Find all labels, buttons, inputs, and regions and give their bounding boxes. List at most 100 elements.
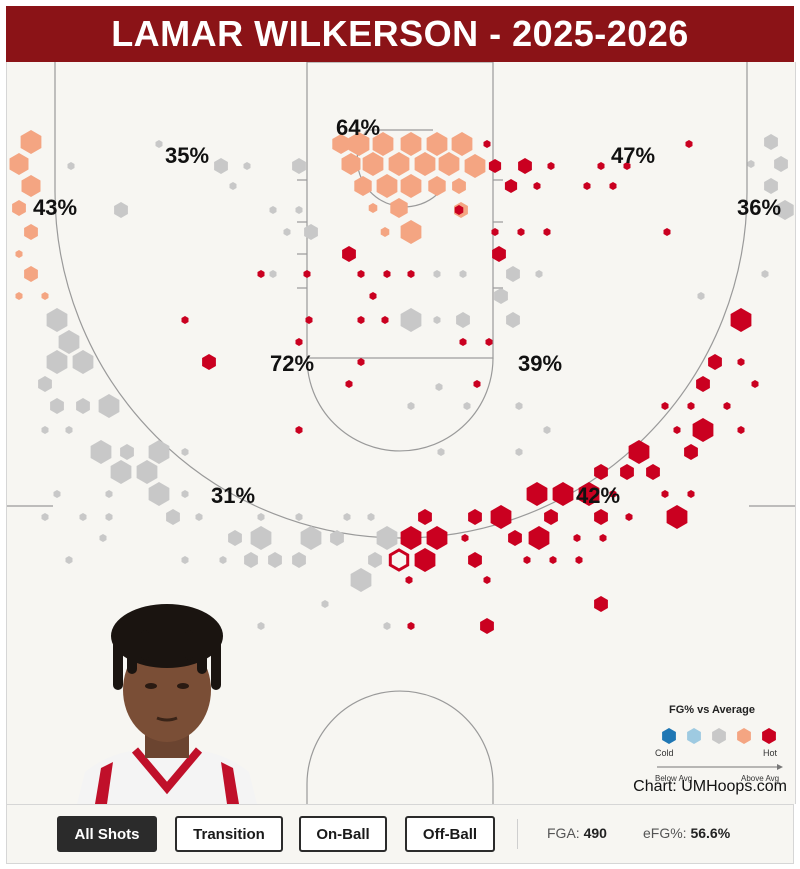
hex-avg [506,312,520,328]
hex-hot [661,402,669,410]
hex-warm [400,132,422,156]
filter-all-shots-button[interactable]: All Shots [57,816,157,852]
hex-warm [24,224,38,240]
hex-hot [547,162,555,170]
hex-hot [295,338,303,346]
hex-avg [50,398,64,414]
hex-hot [480,618,494,634]
hex-warm [341,153,361,175]
hex-hot [383,270,391,278]
hex-avg [433,316,441,324]
hex-hot [418,509,432,525]
hex-warm [332,134,350,154]
hex-avg [181,490,189,498]
hex-hot [414,548,436,572]
hex-hot [454,205,464,215]
hex-hot [620,464,634,480]
hex-hot [468,552,482,568]
hex-hot [459,338,467,346]
hex-hot [426,526,448,550]
hex-avg [155,140,163,148]
hex-hot [407,622,415,630]
hex-avg [463,402,471,410]
filter-on-ball-button[interactable]: On-Ball [299,816,387,852]
hex-hot [369,292,377,300]
hex-warm [380,227,390,237]
legend: FG% vs Average Cold Hot Below Avg Above … [637,704,787,794]
hex-hot [357,270,365,278]
hex-hot [646,464,660,480]
hex-avg [435,383,443,391]
zone-label-rim: 64% [336,115,380,140]
hex-avg [368,552,382,568]
hex-hot [490,505,512,529]
hex-highlight [388,548,410,572]
zone-labels: 43% 35% 64% 47% 36% 72% 39% 31% 42% [33,115,781,508]
hex-warm [368,203,378,213]
hex-hot [687,490,695,498]
shot-chart: 43% 35% 64% 47% 36% 72% 39% 31% 42% [6,62,796,804]
hex-avg [67,162,75,170]
filter-off-ball-button[interactable]: Off-Ball [405,816,495,852]
hex-avg [41,513,49,521]
zone-label-left-paint: 72% [270,351,314,376]
hex-hot [508,530,522,546]
hex-hot [687,402,695,410]
hex-avg [459,270,467,278]
legend-hot-label: Hot [763,748,778,758]
hex-hot [485,338,493,346]
hex-avg [65,426,73,434]
legend-swatch-warm [737,728,751,744]
hex-avg [515,448,523,456]
zone-label-left-wing-mid: 35% [165,143,209,168]
hex-avg [46,308,68,332]
hex-avg [292,158,306,174]
fga-label: FGA: [547,825,580,841]
hex-avg [400,308,422,332]
hex-hot [628,440,650,464]
zone-label-right-corner: 36% [737,195,781,220]
hex-avg [367,513,375,521]
hex-warm [41,292,49,300]
hex-warm [372,132,394,156]
center-circle [306,690,494,804]
hex-hot [303,270,311,278]
efg-value: 56.6% [690,825,731,841]
hex-warm [376,174,398,198]
hex-hot [357,358,365,366]
hex-avg [136,460,158,484]
hex-hot [737,426,745,434]
zone-label-right-wing-three: 42% [576,483,620,508]
filter-transition-button[interactable]: Transition [175,816,283,852]
hex-hot [407,270,415,278]
hex-hot [549,556,557,564]
hex-avg [292,552,306,568]
hex-avg [383,622,391,630]
hex-hot [405,576,413,584]
efg-stat: eFG%: 56.6% [643,825,730,841]
hex-warm [15,250,23,258]
hex-avg [269,206,277,214]
hex-avg [304,224,318,240]
hex-avg [46,350,68,374]
hex-hot [578,482,600,506]
hex-hot [202,354,216,370]
hex-warm [438,152,460,176]
hex-warm [464,154,486,178]
hex-avg [105,513,113,521]
zone-label-left-corner: 43% [33,195,77,220]
hex-avg [433,270,441,278]
hex-hot [609,182,617,190]
fga-stat: FGA: 490 [547,825,607,841]
hex-avg [257,513,265,521]
hex-avg [350,568,372,592]
hex-avg [244,552,258,568]
hex-hot [685,140,693,148]
hex-hot [751,380,759,388]
hex-warm [388,152,410,176]
hex-hot [661,490,669,498]
hex-avg [53,490,61,498]
hex-avg [764,134,778,150]
hex-hot [737,358,745,366]
legend-swatch-cool [687,728,701,744]
